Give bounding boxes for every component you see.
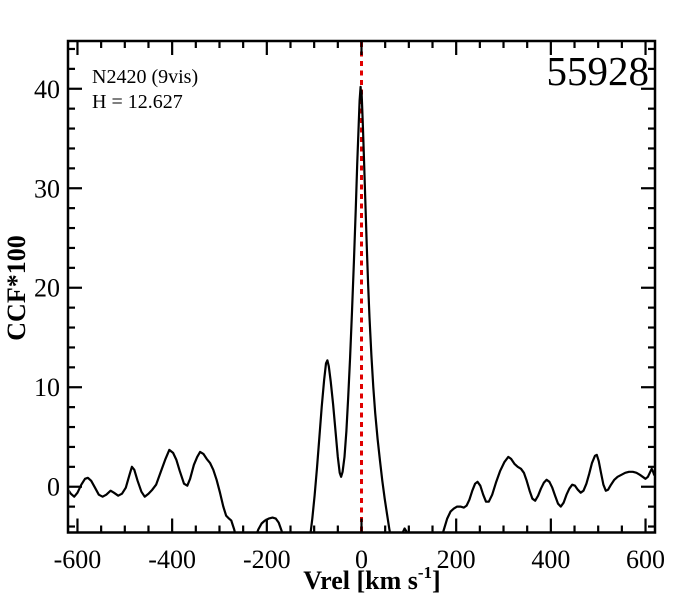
x-tick-label: 400 [531, 545, 570, 574]
x-axis-title-bracket: ] [432, 566, 441, 595]
cluster-annotation: N2420 (9vis) [92, 66, 198, 88]
y-tick-label: 10 [34, 373, 60, 402]
magnitude-annotation: H = 12.627 [92, 91, 183, 113]
axis-tick-labels: -600 -400 -200 0 200 400 600 0 10 20 30 40 [34, 75, 665, 574]
y-tick-label: 40 [34, 75, 60, 104]
y-tick-label: 30 [34, 174, 60, 203]
y-axis-title: CCF*100 [2, 235, 31, 340]
y-tick-label: 20 [34, 274, 60, 303]
x-axis-title: Vrel [km s-1] [303, 563, 440, 595]
x-tick-label: -200 [243, 545, 291, 574]
mjd-label: 55928 [547, 48, 650, 94]
ccf-series-path [69, 85, 654, 532]
x-tick-label: 0 [355, 545, 368, 574]
x-axis-title-main: Vrel [km s [303, 566, 418, 595]
x-tick-label: 600 [626, 545, 665, 574]
y-tick-label: 0 [47, 473, 60, 502]
x-axis-title-superscript: -1 [418, 563, 432, 582]
ccf-curve [69, 85, 654, 532]
axes-box [66, 39, 657, 534]
x-tick-label: 200 [437, 545, 476, 574]
x-tick-label: -400 [148, 545, 196, 574]
x-tick-label: -600 [54, 545, 102, 574]
